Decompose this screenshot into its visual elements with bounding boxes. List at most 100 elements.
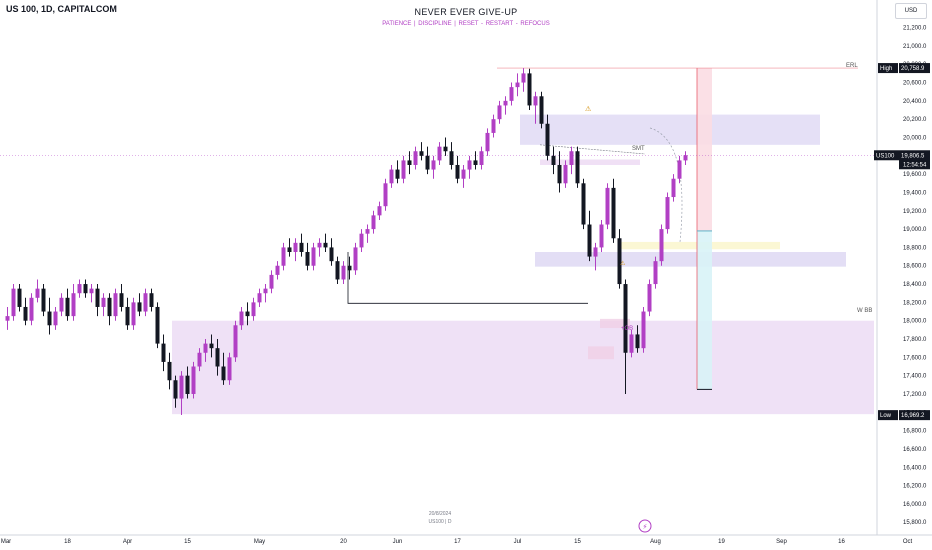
candle-body — [665, 197, 670, 230]
candle-body — [371, 215, 376, 230]
x-tick-label: Apr — [123, 539, 132, 545]
candle-body — [83, 284, 88, 294]
y-tick-label: 16,400.0 — [903, 465, 927, 471]
candle — [665, 192, 670, 234]
candle-body — [203, 343, 208, 353]
candle-body — [449, 151, 454, 165]
candle-body — [353, 247, 358, 271]
candle — [167, 352, 172, 390]
candle — [629, 329, 634, 358]
candle-body — [227, 357, 232, 381]
candle — [287, 238, 292, 257]
candle — [575, 146, 580, 188]
candle-body — [65, 297, 70, 317]
y-tick-label: 20,600.0 — [903, 81, 927, 87]
x-tick-label: 15 — [574, 539, 581, 545]
y-tick-label: 16,200.0 — [903, 484, 927, 490]
candle-body — [263, 288, 268, 294]
candle — [269, 270, 274, 294]
weekly-bb-zone — [172, 320, 874, 415]
candle-body — [245, 311, 250, 317]
candle-body — [161, 343, 166, 362]
candle — [587, 210, 592, 262]
candle — [317, 238, 322, 257]
y-tick-label: 18,800.0 — [903, 245, 927, 251]
candle-body — [521, 73, 526, 83]
x-tick-label: Jun — [393, 539, 403, 545]
y-tick-label: 19,400.0 — [903, 190, 927, 196]
candle — [677, 155, 682, 184]
candle-body — [467, 160, 472, 170]
candle-body — [671, 178, 676, 198]
current-badge-value-bg — [899, 150, 930, 170]
candle — [299, 233, 304, 257]
candle-body — [491, 119, 496, 133]
y-tick-label: 21,200.0 — [903, 26, 927, 32]
x-tick-label: Oct — [903, 539, 913, 545]
current-badge-value: 19,806.5 — [901, 153, 925, 159]
candle — [29, 293, 34, 326]
candle-body — [215, 348, 220, 367]
candle — [305, 242, 310, 271]
candle — [221, 352, 226, 385]
warning-icon: ⚠ — [620, 260, 626, 267]
candle — [461, 164, 466, 188]
candle-body — [77, 284, 82, 294]
y-tick-label: 21,000.0 — [903, 44, 927, 50]
candle — [617, 229, 622, 289]
candle — [395, 160, 400, 184]
ob-zone-lower — [588, 346, 614, 360]
candle — [599, 219, 604, 252]
y-tick-label: 17,200.0 — [903, 392, 927, 398]
candle-body — [173, 380, 178, 399]
candle — [647, 279, 652, 317]
candle — [251, 297, 256, 321]
candle-body — [323, 242, 328, 248]
candle — [359, 229, 364, 252]
candle — [311, 242, 316, 271]
candle — [161, 334, 166, 372]
candle-body — [497, 105, 502, 120]
ob-label: +OB — [621, 326, 634, 332]
x-tick-label: 16 — [838, 539, 845, 545]
candle-body — [41, 288, 46, 312]
x-tick-label: Sep — [776, 539, 787, 545]
symbol-title[interactable]: US 100, 1D, CAPITALCOM — [6, 4, 117, 14]
candle-body — [335, 261, 340, 280]
candle-body — [605, 187, 610, 225]
candle-body — [533, 96, 538, 106]
candle — [539, 91, 544, 129]
currency-button[interactable]: USD — [895, 3, 927, 19]
upper-supply-zone — [520, 114, 820, 145]
candle-body — [47, 311, 52, 326]
candle-body — [287, 247, 292, 252]
candle — [335, 256, 340, 285]
candle-body — [503, 100, 508, 106]
candle — [455, 155, 460, 184]
candle-body — [197, 352, 202, 367]
candle — [119, 284, 124, 312]
candle — [605, 183, 610, 230]
current-badge-label-bg — [874, 150, 899, 161]
candle — [257, 288, 262, 307]
candle — [11, 284, 16, 321]
candle-body — [341, 265, 346, 280]
y-tick-label: 20,200.0 — [903, 117, 927, 123]
candle — [173, 375, 178, 408]
candle-body — [221, 366, 226, 381]
candle-body — [653, 261, 658, 285]
candle-body — [401, 160, 406, 179]
candle-body — [275, 265, 280, 275]
candle-body — [539, 96, 544, 124]
candle — [341, 261, 346, 285]
y-tick-label: 17,600.0 — [903, 355, 927, 361]
candle — [671, 174, 676, 202]
x-tick-label: 19 — [718, 539, 725, 545]
candle — [215, 339, 220, 376]
candle-body — [257, 293, 262, 303]
candle-body — [377, 206, 382, 216]
candle — [491, 114, 496, 138]
candle-body — [383, 183, 388, 207]
high-badge-label: High — [880, 66, 892, 72]
